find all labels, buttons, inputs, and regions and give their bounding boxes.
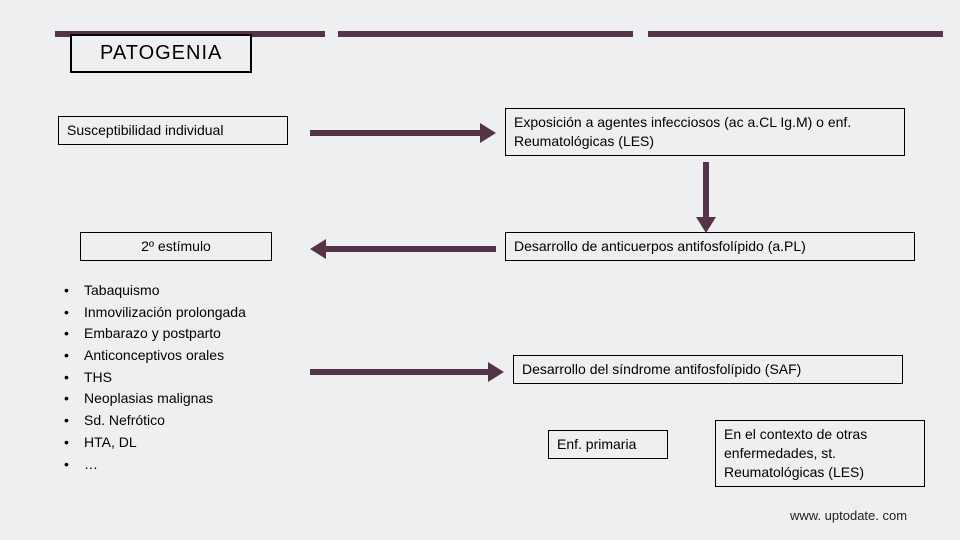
bullet-icon: •	[64, 454, 84, 476]
bullet-icon: •	[64, 302, 84, 324]
list-item: •…	[64, 454, 246, 476]
box-exposure-text: Exposición a agentes infecciosos (ac a.C…	[514, 114, 851, 149]
list-item-text: Tabaquismo	[84, 280, 160, 302]
box-syndrome-dev: Desarrollo del síndrome antifosfolípido …	[513, 355, 903, 384]
box-primary-text: Enf. primaria	[557, 436, 636, 452]
box-antibody-dev: Desarrollo de anticuerpos antifosfolípid…	[505, 232, 915, 261]
page-title: PATOGENIA	[70, 34, 252, 73]
box-second-stimulus: 2º estímulo	[80, 232, 272, 261]
bullet-icon: •	[64, 388, 84, 410]
list-item: •Embarazo y postparto	[64, 323, 246, 345]
list-item: •Sd. Nefrótico	[64, 410, 246, 432]
list-item: •Anticonceptivos orales	[64, 345, 246, 367]
list-item-text: Neoplasias malignas	[84, 388, 213, 410]
list-item: •HTA, DL	[64, 432, 246, 454]
list-item-text: THS	[84, 367, 112, 389]
list-item-text: Inmovilización prolongada	[84, 302, 246, 324]
bullet-icon: •	[64, 345, 84, 367]
header-rule-3	[648, 31, 943, 37]
box-antibody-dev-text: Desarrollo de anticuerpos antifosfolípid…	[514, 238, 806, 254]
list-item: •Inmovilización prolongada	[64, 302, 246, 324]
list-item: •Tabaquismo	[64, 280, 246, 302]
box-exposure: Exposición a agentes infecciosos (ac a.C…	[505, 108, 905, 156]
arrow-stim-to-saf	[310, 362, 504, 382]
box-susceptibility-text: Susceptibilidad individual	[67, 122, 223, 138]
box-secondary-text: En el contexto de otras enfermedades, st…	[724, 426, 867, 480]
page-title-text: PATOGENIA	[100, 42, 222, 64]
bullet-icon: •	[64, 323, 84, 345]
bullet-icon: •	[64, 432, 84, 454]
arrow-apl-to-stim	[310, 239, 496, 259]
bullet-icon: •	[64, 367, 84, 389]
header-rule-2	[338, 31, 633, 37]
box-susceptibility: Susceptibilidad individual	[58, 116, 288, 145]
box-secondary: En el contexto de otras enfermedades, st…	[715, 420, 925, 487]
list-item: •THS	[64, 367, 246, 389]
box-primary: Enf. primaria	[548, 430, 668, 459]
list-item-text: HTA, DL	[84, 432, 137, 454]
list-item-text: …	[84, 454, 98, 476]
list-item-text: Sd. Nefrótico	[84, 410, 165, 432]
arrow-expo-to-apl	[696, 162, 716, 233]
bullet-icon: •	[64, 410, 84, 432]
list-item: •Neoplasias malignas	[64, 388, 246, 410]
box-second-stimulus-text: 2º estímulo	[141, 238, 211, 254]
list-item-text: Embarazo y postparto	[84, 323, 221, 345]
arrow-susc-to-expo	[310, 123, 496, 143]
source-citation: www. uptodate. com	[790, 508, 907, 523]
list-item-text: Anticonceptivos orales	[84, 345, 224, 367]
source-text: www. uptodate. com	[790, 508, 907, 523]
second-stimulus-list: •Tabaquismo•Inmovilización prolongada•Em…	[64, 280, 246, 475]
box-syndrome-dev-text: Desarrollo del síndrome antifosfolípido …	[522, 361, 801, 377]
bullet-icon: •	[64, 280, 84, 302]
